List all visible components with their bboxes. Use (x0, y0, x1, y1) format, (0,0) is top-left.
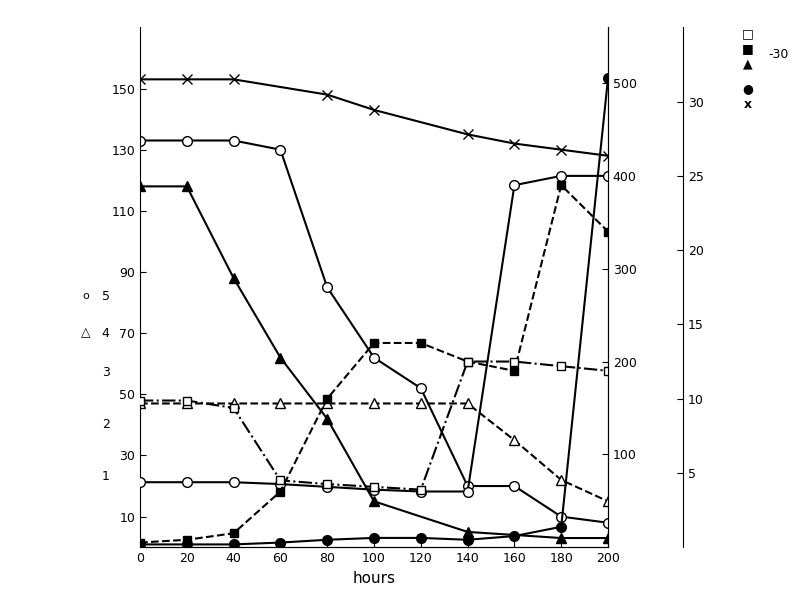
Text: ■: ■ (742, 42, 754, 55)
Text: 1: 1 (102, 471, 110, 483)
Text: 3: 3 (102, 367, 110, 379)
Text: -30: -30 (768, 48, 788, 61)
Text: △: △ (82, 326, 91, 340)
Text: x: x (744, 98, 752, 111)
Text: ▲: ▲ (743, 57, 753, 71)
X-axis label: hours: hours (353, 571, 395, 586)
Text: 2: 2 (102, 418, 110, 432)
Text: ●: ● (742, 81, 754, 95)
Text: 4: 4 (102, 326, 110, 340)
Text: 5: 5 (102, 290, 110, 303)
Text: □: □ (742, 27, 754, 40)
Text: o: o (83, 291, 90, 302)
